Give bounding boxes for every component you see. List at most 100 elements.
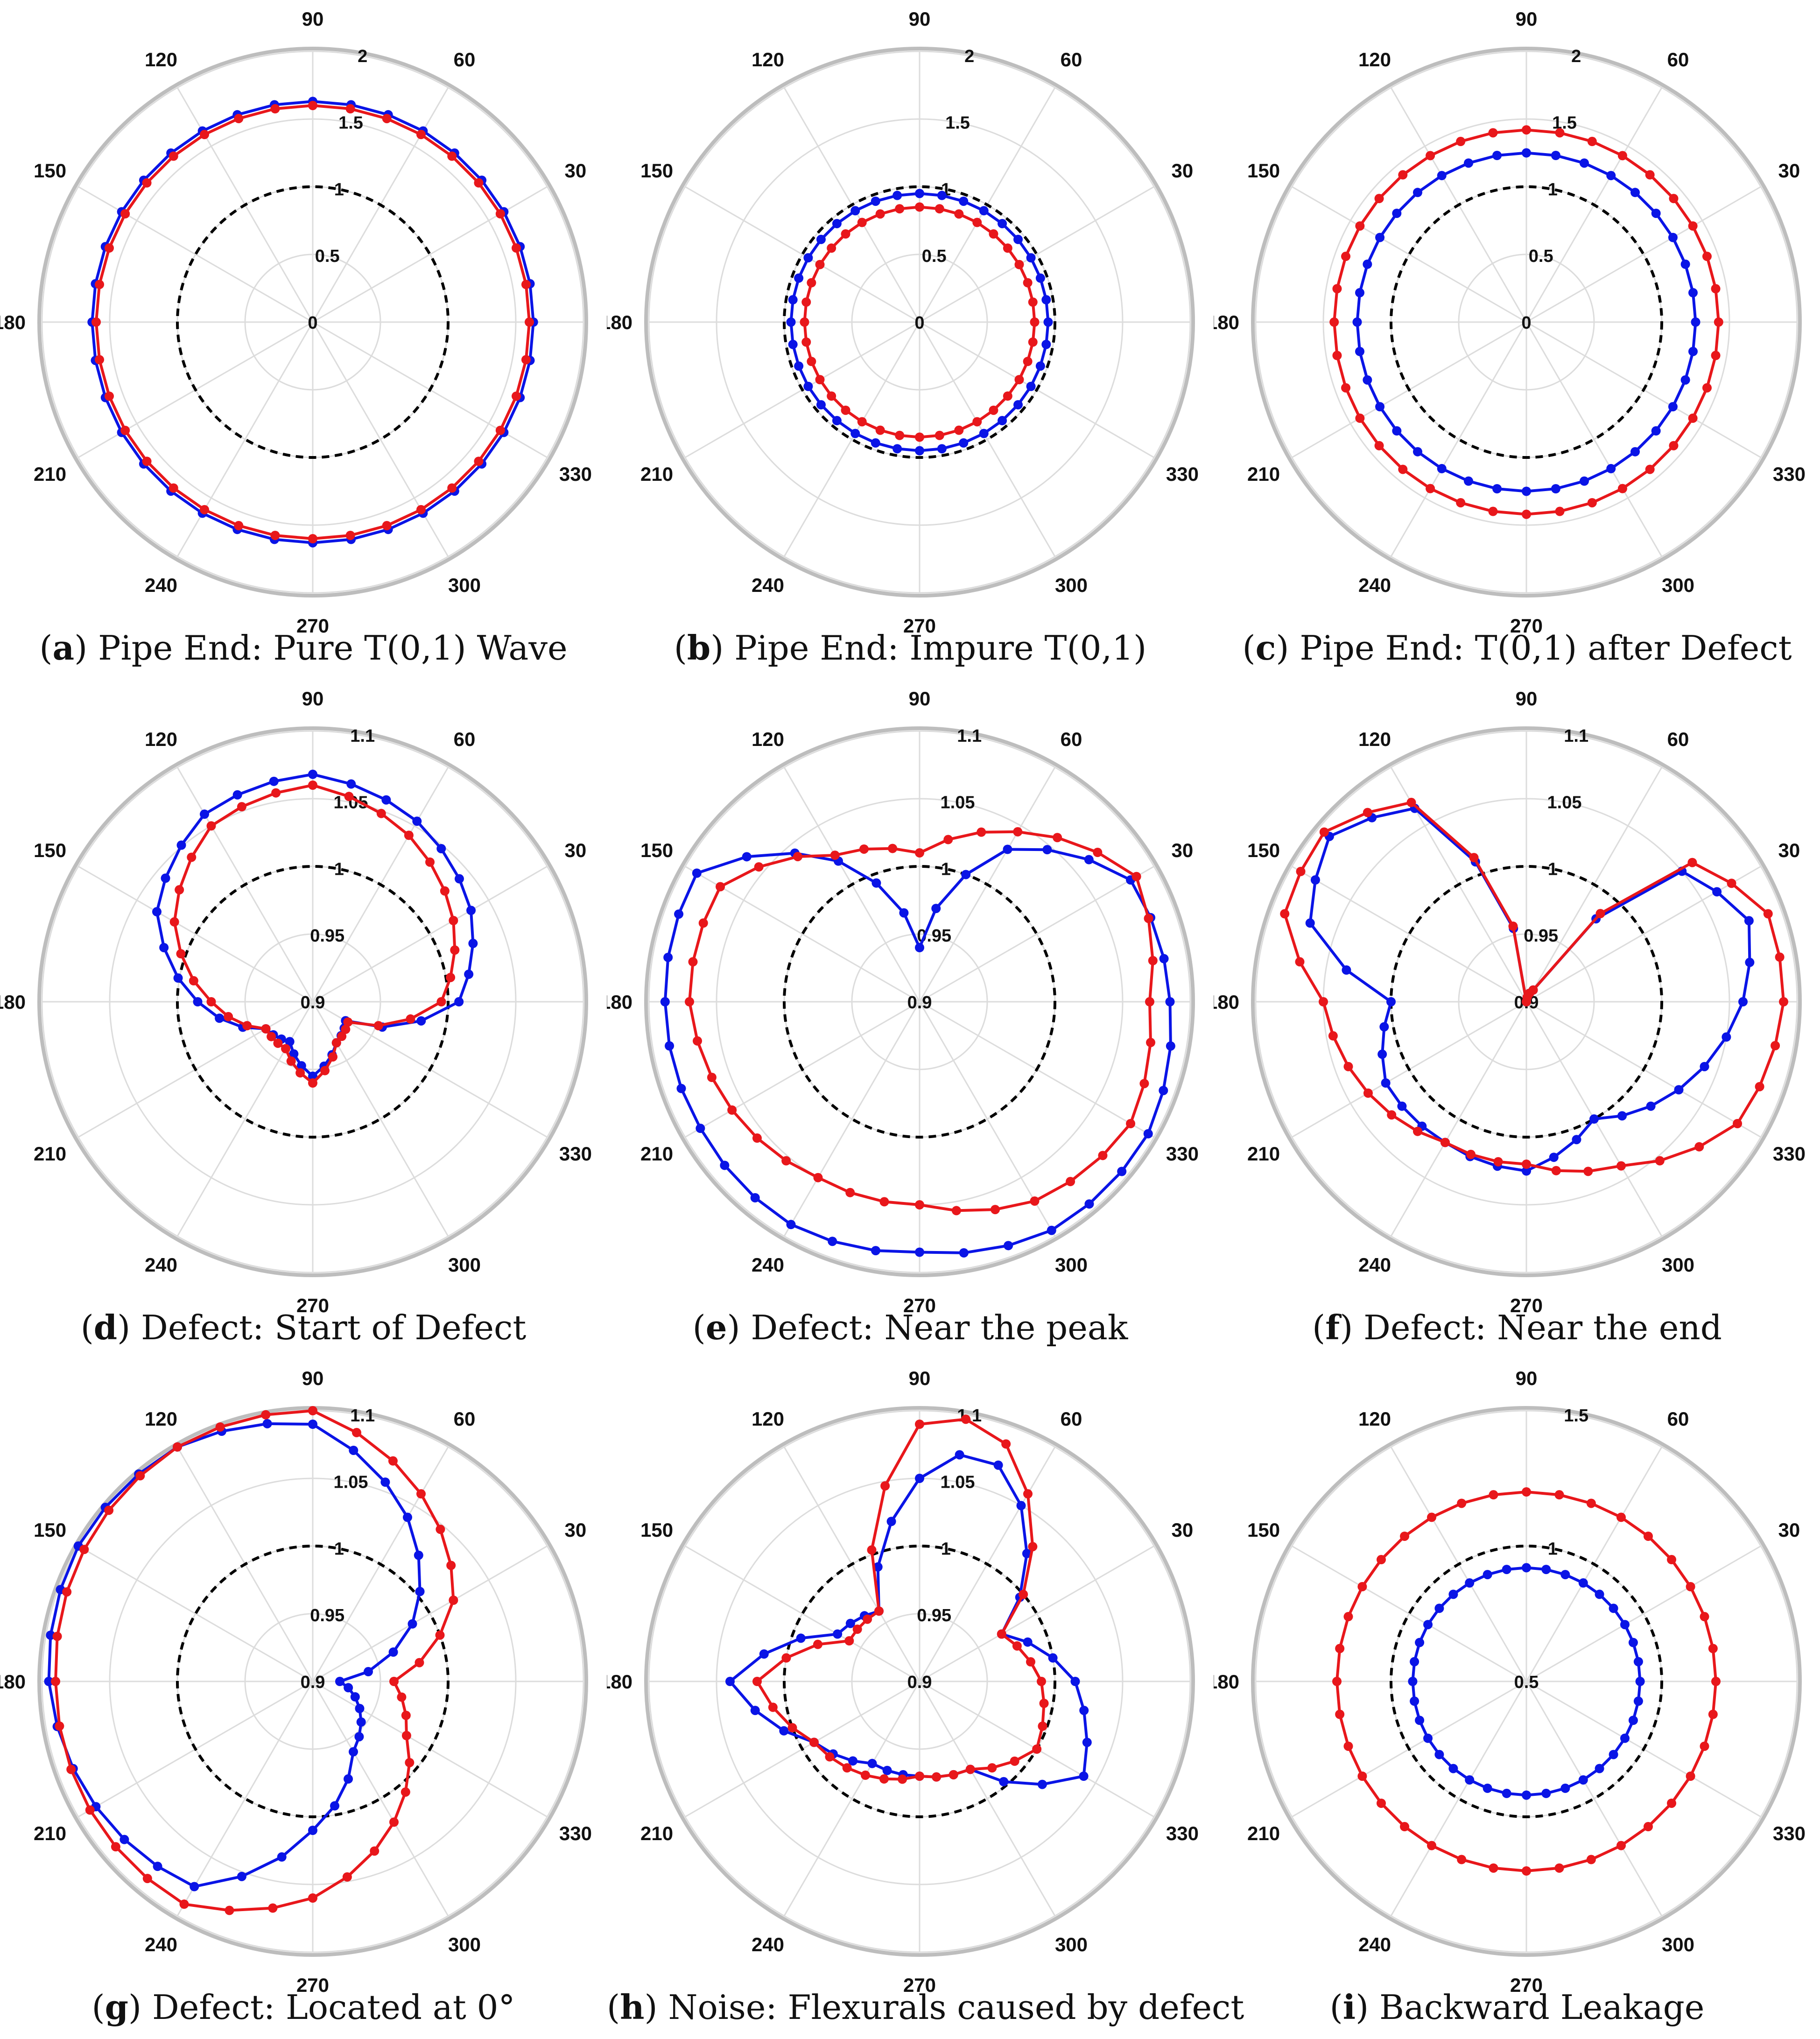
- data-point-red: [1013, 827, 1023, 837]
- data-point-blue: [308, 769, 317, 779]
- ring-label: 1: [941, 859, 951, 879]
- data-point-red: [989, 229, 998, 239]
- data-point-blue: [454, 874, 464, 884]
- data-point-blue: [363, 1667, 373, 1677]
- data-point-blue: [1310, 875, 1320, 885]
- data-point-red: [1493, 1157, 1503, 1167]
- data-point-blue: [833, 1629, 843, 1639]
- data-point-red: [436, 997, 446, 1006]
- angle-tick-label: 60: [1061, 49, 1082, 70]
- data-point-red: [685, 997, 694, 1006]
- data-point-red: [852, 1624, 862, 1634]
- data-point-blue: [414, 1550, 423, 1560]
- caption-letter: c: [1255, 628, 1276, 668]
- data-point-blue: [277, 1852, 287, 1862]
- angle-tick-label: 150: [34, 160, 66, 182]
- data-point-red: [1667, 1555, 1677, 1565]
- data-point-red: [1332, 284, 1342, 294]
- data-point-blue: [468, 939, 478, 949]
- ring-label: 0.5: [922, 246, 947, 266]
- angle-tick-label: 210: [34, 463, 66, 485]
- data-point-blue: [1630, 447, 1640, 457]
- angle-tick-label: 30: [1778, 1519, 1800, 1541]
- angle-tick-label: 180: [607, 1671, 632, 1693]
- data-point-blue: [915, 446, 924, 456]
- series-line-red: [688, 830, 1154, 1212]
- reference-circle: [1390, 1545, 1663, 1818]
- angle-tick-label: 300: [1055, 574, 1088, 596]
- data-point-red: [337, 1032, 347, 1041]
- angle-tick-label: 120: [752, 728, 784, 750]
- data-point-red: [271, 788, 281, 798]
- data-point-red: [895, 204, 905, 214]
- data-point-blue: [1620, 1620, 1630, 1630]
- data-point-blue: [1363, 260, 1372, 269]
- data-point-blue: [1633, 1657, 1643, 1666]
- angle-tick-label: 90: [1516, 8, 1538, 30]
- data-point-blue: [232, 790, 242, 800]
- caption-h: (h) Noise: Flexurals caused by defect: [607, 1987, 1244, 2027]
- data-point-red: [308, 534, 317, 543]
- angle-tick-label: 120: [145, 49, 177, 70]
- data-point-blue: [415, 1587, 425, 1596]
- data-point-red: [800, 317, 809, 327]
- angle-tick-label: 30: [1172, 1519, 1194, 1541]
- panel-f: 0.90.9511.051.10306090120150180210240270…: [1214, 680, 1820, 1359]
- data-point-blue: [1502, 1565, 1511, 1575]
- data-point-red: [1053, 833, 1062, 843]
- data-point-blue: [1042, 845, 1052, 855]
- data-point-blue: [915, 1474, 924, 1483]
- data-point-red: [1488, 506, 1498, 516]
- data-point-red: [446, 972, 456, 982]
- data-point-red: [1406, 798, 1416, 808]
- reference-circle: [176, 865, 450, 1139]
- data-point-red: [1645, 170, 1655, 180]
- data-point-red: [895, 430, 905, 440]
- data-point-blue: [882, 1765, 892, 1775]
- data-point-red: [1645, 464, 1655, 474]
- data-point-red: [1457, 1855, 1467, 1864]
- data-point-red: [440, 886, 450, 896]
- angle-tick-label: 300: [448, 574, 481, 596]
- data-point-red: [727, 1105, 737, 1115]
- data-point-blue: [1492, 151, 1502, 161]
- angle-tick-label: 150: [1247, 1519, 1280, 1541]
- data-point-red: [935, 430, 944, 440]
- data-point-red: [1711, 351, 1721, 360]
- angle-tick-label: 180: [1214, 1671, 1239, 1693]
- data-point-red: [406, 1014, 415, 1024]
- data-point-blue: [998, 218, 1007, 228]
- data-point-red: [1466, 1150, 1476, 1160]
- data-point-blue: [349, 1445, 358, 1455]
- panel-d: 0.90.9511.051.10306090120150180210240270…: [0, 680, 607, 1359]
- reference-circle: [783, 865, 1056, 1139]
- data-point-red: [1332, 1677, 1342, 1686]
- data-point-red: [830, 851, 840, 860]
- angle-tick-label: 300: [1055, 1934, 1088, 1955]
- grid-ring: [1255, 730, 1798, 1273]
- data-point-blue: [1415, 1716, 1425, 1725]
- data-point-blue: [1633, 1696, 1643, 1706]
- data-point-blue: [1579, 476, 1589, 486]
- data-point-red: [295, 1068, 305, 1078]
- data-point-red: [95, 280, 105, 289]
- data-point-blue: [871, 438, 880, 448]
- data-point-red: [1146, 1038, 1156, 1048]
- data-point-red: [341, 1025, 351, 1034]
- angle-tick-label: 300: [1662, 1254, 1694, 1276]
- ring-label: 0.9: [301, 1673, 325, 1692]
- data-point-blue: [1578, 1775, 1588, 1785]
- grid-ring: [851, 933, 988, 1070]
- data-point-red: [474, 178, 484, 188]
- data-point-blue: [871, 1246, 880, 1256]
- data-point-red: [1700, 1741, 1709, 1751]
- ring-label: 0.95: [1524, 926, 1558, 946]
- ring-label: 1.1: [350, 1406, 375, 1426]
- angle-tick-label: 300: [1662, 1934, 1694, 1955]
- panel-c: 00.511.520306090120150180210240270300330…: [1214, 0, 1820, 680]
- data-point-blue: [848, 1756, 858, 1766]
- data-point-red: [841, 405, 850, 415]
- data-point-red: [273, 1038, 283, 1048]
- data-point-blue: [892, 444, 902, 454]
- data-point-red: [1026, 1657, 1035, 1667]
